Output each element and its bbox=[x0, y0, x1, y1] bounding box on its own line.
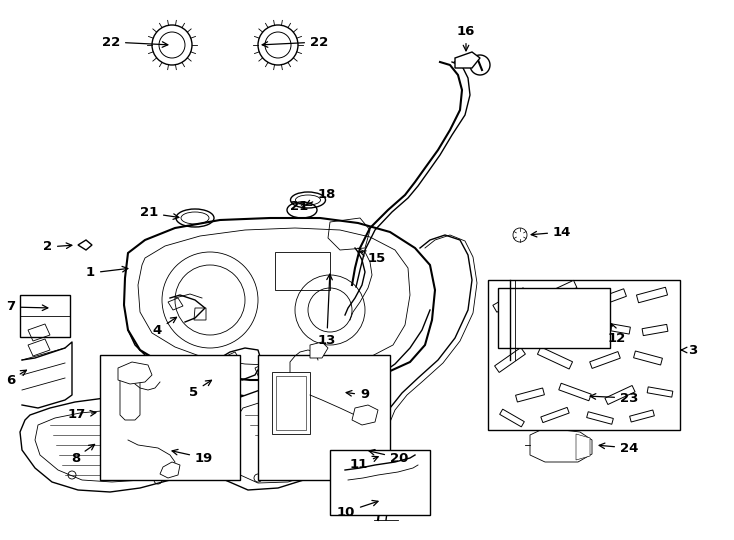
Text: 20: 20 bbox=[369, 449, 408, 464]
Text: 16: 16 bbox=[457, 25, 475, 51]
Text: 11: 11 bbox=[349, 456, 378, 471]
Polygon shape bbox=[559, 383, 591, 401]
Polygon shape bbox=[506, 322, 534, 338]
Text: 21: 21 bbox=[139, 206, 179, 219]
Polygon shape bbox=[28, 324, 50, 341]
Text: 21: 21 bbox=[290, 200, 308, 213]
Polygon shape bbox=[160, 462, 180, 478]
Polygon shape bbox=[642, 325, 668, 336]
Text: 24: 24 bbox=[599, 442, 639, 455]
Polygon shape bbox=[630, 410, 655, 422]
Text: 12: 12 bbox=[608, 324, 626, 345]
Text: 5: 5 bbox=[189, 380, 211, 399]
Polygon shape bbox=[308, 382, 332, 397]
Polygon shape bbox=[605, 386, 635, 404]
Polygon shape bbox=[118, 362, 152, 384]
Text: 4: 4 bbox=[153, 318, 176, 336]
Bar bbox=[100, 355, 240, 480]
Polygon shape bbox=[586, 411, 614, 424]
Bar bbox=[488, 280, 680, 430]
Polygon shape bbox=[633, 351, 662, 365]
Polygon shape bbox=[500, 409, 524, 427]
Polygon shape bbox=[647, 387, 673, 397]
Polygon shape bbox=[20, 396, 218, 492]
Polygon shape bbox=[600, 322, 631, 334]
Text: 15: 15 bbox=[360, 251, 386, 265]
Text: 3: 3 bbox=[681, 343, 697, 356]
Bar bbox=[276, 376, 306, 430]
Text: 17: 17 bbox=[68, 408, 96, 422]
Polygon shape bbox=[636, 287, 667, 303]
Text: 9: 9 bbox=[346, 388, 369, 402]
Text: 2: 2 bbox=[43, 240, 72, 253]
Polygon shape bbox=[541, 407, 569, 423]
Text: 14: 14 bbox=[531, 226, 571, 239]
Text: 13: 13 bbox=[318, 274, 336, 347]
Polygon shape bbox=[455, 52, 480, 68]
Polygon shape bbox=[120, 372, 140, 420]
Polygon shape bbox=[539, 280, 577, 303]
Bar bbox=[272, 372, 310, 434]
Polygon shape bbox=[215, 385, 365, 490]
Polygon shape bbox=[352, 405, 378, 425]
Text: 22: 22 bbox=[102, 36, 168, 49]
Polygon shape bbox=[542, 382, 582, 408]
Text: 19: 19 bbox=[172, 449, 214, 464]
Polygon shape bbox=[327, 404, 349, 420]
Bar bbox=[258, 355, 390, 480]
Text: 7: 7 bbox=[6, 300, 48, 314]
Polygon shape bbox=[537, 347, 573, 369]
Bar bbox=[20, 295, 70, 337]
Polygon shape bbox=[495, 348, 526, 373]
Polygon shape bbox=[547, 327, 583, 343]
Polygon shape bbox=[28, 339, 50, 356]
Text: 22: 22 bbox=[262, 36, 328, 49]
Text: 18: 18 bbox=[306, 188, 336, 205]
Text: 23: 23 bbox=[590, 392, 639, 404]
Polygon shape bbox=[530, 428, 592, 462]
Polygon shape bbox=[515, 388, 545, 402]
Polygon shape bbox=[576, 434, 590, 460]
Text: 8: 8 bbox=[70, 444, 95, 464]
Text: 6: 6 bbox=[6, 370, 26, 387]
Bar bbox=[330, 450, 430, 515]
Polygon shape bbox=[589, 352, 620, 368]
Polygon shape bbox=[310, 342, 328, 358]
Text: 10: 10 bbox=[337, 501, 378, 518]
Text: 1: 1 bbox=[86, 266, 128, 280]
Bar bbox=[498, 288, 610, 348]
Polygon shape bbox=[78, 240, 92, 250]
Polygon shape bbox=[594, 289, 626, 307]
Polygon shape bbox=[493, 288, 527, 312]
Bar bbox=[275, 252, 330, 290]
